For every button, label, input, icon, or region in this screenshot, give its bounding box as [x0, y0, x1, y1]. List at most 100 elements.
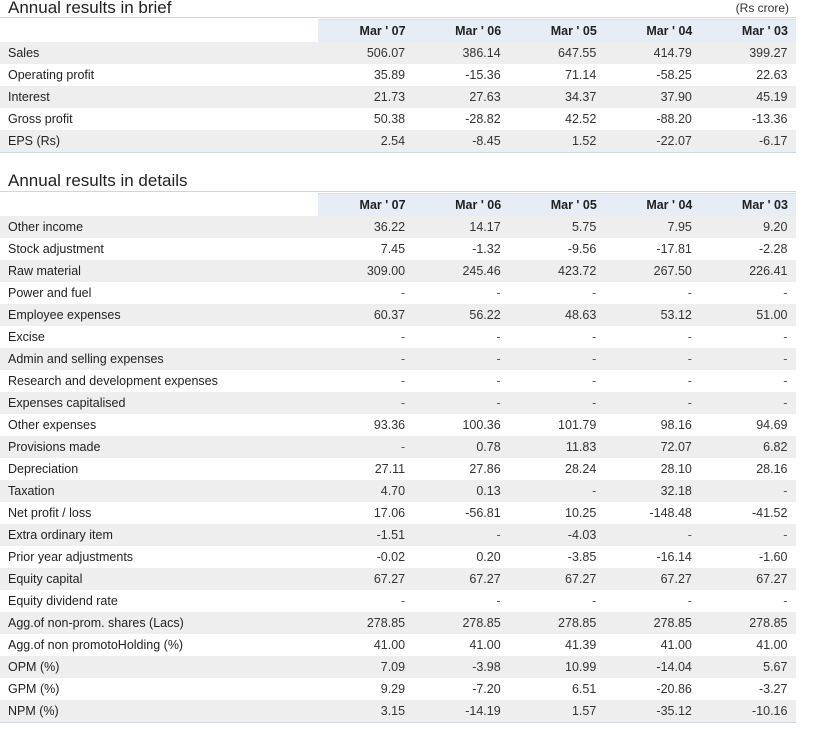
- value-cell: 60.37: [317, 304, 414, 326]
- row-label: Equity dividend rate: [8, 594, 118, 608]
- table-row: Excise - - - - -: [0, 326, 796, 348]
- brief-header-row: Mar ' 07 Mar ' 06 Mar ' 05 Mar ' 04 Mar …: [0, 19, 796, 42]
- value-cell: 4.70: [317, 480, 414, 502]
- row-label: EPS (Rs): [0, 130, 318, 153]
- value-cell: 0.78: [413, 436, 510, 458]
- table-row: Prior year adjustments -0.02 0.20 -3.85 -16.…: [0, 546, 796, 568]
- table-row: Employee expenses 60.37 56.22 48.63 53.12 51.…: [0, 304, 796, 326]
- table-row: Raw material 309.00 245.46 423.72 267.50 226.…: [0, 260, 796, 282]
- column-header: Mar ' 06: [413, 19, 510, 42]
- value-cell: 28.10: [604, 458, 701, 480]
- row-label: Research and development expenses: [8, 374, 218, 388]
- value-cell: 28.24: [508, 458, 605, 480]
- value-cell: -: [604, 392, 701, 414]
- column-header: Mar ' 03: [700, 19, 796, 42]
- value-cell: 45.19: [699, 86, 796, 108]
- value-cell: 27.63: [413, 86, 510, 108]
- value-cell: -: [413, 348, 510, 370]
- row-label: Equity capital: [0, 568, 318, 590]
- row-label: Power and fuel: [8, 286, 92, 300]
- value-cell: 278.85: [413, 612, 510, 634]
- row-label: Other income: [0, 216, 318, 238]
- value-cell: -: [604, 326, 701, 348]
- value-cell: 278.85: [508, 612, 605, 634]
- value-cell: 226.41: [699, 260, 796, 282]
- value-cell: 21.73: [317, 86, 414, 108]
- value-cell: 386.14: [413, 42, 510, 64]
- value-cell: 245.46: [413, 260, 510, 282]
- row-label: Excise: [8, 330, 45, 344]
- value-cell: -: [508, 480, 605, 502]
- value-cell: -41.52: [699, 502, 796, 524]
- value-cell: -2.28: [699, 238, 796, 260]
- value-cell: 278.85: [317, 612, 414, 634]
- brief-section-title: Annual results in brief: [8, 0, 172, 17]
- value-cell: 48.63: [508, 304, 605, 326]
- value-cell: 37.90: [604, 86, 701, 108]
- unit-label: (Rs crore): [735, 1, 789, 15]
- table-row: Equity dividend rate - - - - -: [0, 590, 796, 612]
- table-row: Research and development expenses - - - - -: [0, 370, 796, 392]
- value-cell: 41.00: [413, 634, 510, 656]
- value-cell: 1.57: [508, 700, 605, 723]
- value-cell: -: [699, 326, 796, 348]
- table-row: Depreciation 27.11 27.86 28.24 28.10 28.16: [0, 458, 796, 480]
- value-cell: -4.03: [508, 524, 605, 546]
- value-cell: 41.00: [699, 634, 796, 656]
- table-row: Equity capital 67.27 67.27 67.27 67.27 67.27: [0, 568, 796, 590]
- value-cell: 71.14: [508, 64, 605, 86]
- value-cell: 35.89: [317, 64, 414, 86]
- value-cell: -9.56: [508, 238, 605, 260]
- value-cell: -: [413, 326, 510, 348]
- brief-results-table: Mar ' 07 Mar ' 06 Mar ' 05 Mar ' 04 Mar …: [0, 19, 796, 153]
- table-row: Net profit / loss 17.06 -56.81 10.25 -148.48…: [0, 502, 796, 524]
- value-cell: 67.27: [413, 568, 510, 590]
- value-cell: -17.81: [604, 238, 701, 260]
- value-cell: -1.60: [699, 546, 796, 568]
- value-cell: -: [604, 524, 701, 546]
- value-cell: 278.85: [604, 612, 701, 634]
- table-row: Expenses capitalised - - - - -: [0, 392, 796, 414]
- header-blank-cell: [0, 19, 318, 42]
- value-cell: -28.82: [413, 108, 510, 130]
- value-cell: 22.63: [699, 64, 796, 86]
- value-cell: 7.45: [317, 238, 414, 260]
- row-label: Agg.of non promotoHolding (%): [8, 638, 184, 652]
- value-cell: -: [508, 590, 605, 612]
- value-cell: 5.67: [699, 656, 796, 678]
- details-results-table: Mar ' 07 Mar ' 06 Mar ' 05 Mar ' 04 Mar …: [0, 193, 796, 723]
- value-cell: -: [699, 392, 796, 414]
- value-cell: -7.20: [413, 678, 510, 700]
- value-cell: 2.54: [317, 130, 414, 153]
- value-cell: 423.72: [508, 260, 605, 282]
- value-cell: 506.07: [317, 42, 414, 64]
- value-cell: -: [508, 282, 605, 304]
- value-cell: -: [699, 590, 796, 612]
- value-cell: -15.36: [413, 64, 510, 86]
- value-cell: 9.29: [317, 678, 414, 700]
- value-cell: 10.25: [508, 502, 605, 524]
- value-cell: -: [413, 590, 510, 612]
- row-label: NPM (%): [0, 700, 318, 723]
- column-header: Mar ' 07: [318, 193, 414, 216]
- value-cell: -8.45: [413, 130, 510, 153]
- value-cell: 27.11: [317, 458, 414, 480]
- value-cell: 27.86: [413, 458, 510, 480]
- value-cell: 50.38: [317, 108, 414, 130]
- row-label: OPM (%): [0, 656, 318, 678]
- column-header: Mar ' 05: [509, 19, 605, 42]
- value-cell: 93.36: [317, 414, 414, 436]
- value-cell: -: [508, 326, 605, 348]
- row-label: Depreciation: [8, 462, 79, 476]
- value-cell: -6.17: [699, 130, 796, 153]
- value-cell: 6.51: [508, 678, 605, 700]
- value-cell: 278.85: [699, 612, 796, 634]
- value-cell: 399.27: [699, 42, 796, 64]
- row-label: Raw material: [0, 260, 318, 282]
- value-cell: -: [699, 524, 796, 546]
- header-blank-cell: [0, 193, 318, 216]
- details-header-row: Mar ' 07 Mar ' 06 Mar ' 05 Mar ' 04 Mar …: [0, 193, 796, 216]
- row-label: GPM (%): [8, 682, 60, 696]
- value-cell: 14.17: [413, 216, 510, 238]
- value-cell: 28.16: [699, 458, 796, 480]
